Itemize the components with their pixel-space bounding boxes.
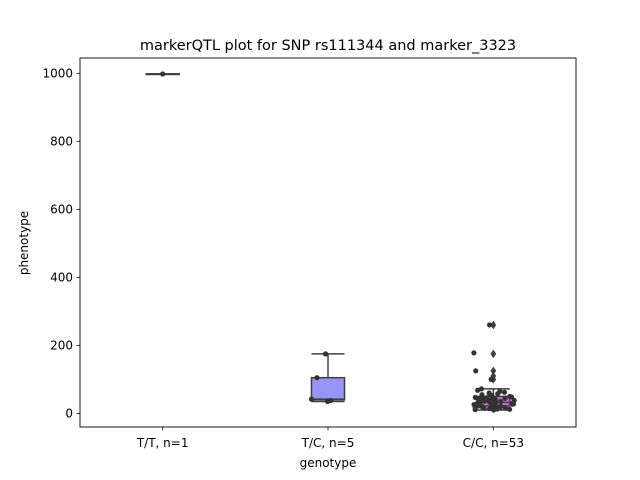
x-tick-label: T/C, n=5 [301, 436, 355, 450]
y-tick-label: 1000 [42, 66, 73, 80]
data-point [322, 351, 329, 357]
x-axis: T/T, n=1 T/C, n=5 C/C, n=53 [136, 427, 524, 450]
data-point [314, 375, 320, 381]
y-tick-label: 600 [50, 202, 73, 216]
outlier-marker [490, 366, 497, 376]
data-point [478, 386, 485, 392]
data-point [486, 322, 493, 328]
strip-points [160, 71, 166, 77]
data-point [472, 394, 478, 401]
data-point [308, 396, 315, 402]
data-point [328, 397, 334, 404]
x-tick-label: C/C, n=53 [463, 436, 524, 450]
data-point [507, 393, 513, 399]
data-point [501, 389, 508, 395]
y-tick-label: 800 [50, 134, 73, 148]
iqr-box [310, 376, 346, 401]
strip-points [308, 351, 334, 405]
data-point [471, 350, 477, 356]
data-point [498, 398, 504, 405]
data-point [492, 396, 498, 403]
data-point [488, 376, 494, 382]
y-tick-label: 400 [50, 270, 73, 284]
strip-points [471, 322, 517, 413]
data-point [502, 395, 508, 402]
x-tick-label: T/T, n=1 [136, 436, 189, 450]
y-axis: 0 200 400 600 800 1000 [42, 66, 80, 420]
data-point [486, 390, 492, 396]
data-point [473, 368, 479, 374]
y-tick-label: 0 [65, 406, 73, 420]
y-axis-title: phenotype [17, 211, 31, 275]
data-point [479, 392, 485, 398]
outlier-marker [490, 349, 497, 359]
plot-content [145, 71, 517, 413]
data-point [507, 406, 513, 412]
data-point [498, 403, 504, 409]
chart-title: markerQTL plot for SNP rs111344 and mark… [140, 38, 516, 54]
data-point [502, 405, 509, 411]
data-point [484, 395, 490, 401]
data-point [488, 397, 494, 403]
data-point [497, 388, 503, 394]
data-point [160, 71, 166, 77]
x-axis-title: genotype [300, 456, 357, 470]
y-tick-label: 200 [50, 338, 73, 352]
